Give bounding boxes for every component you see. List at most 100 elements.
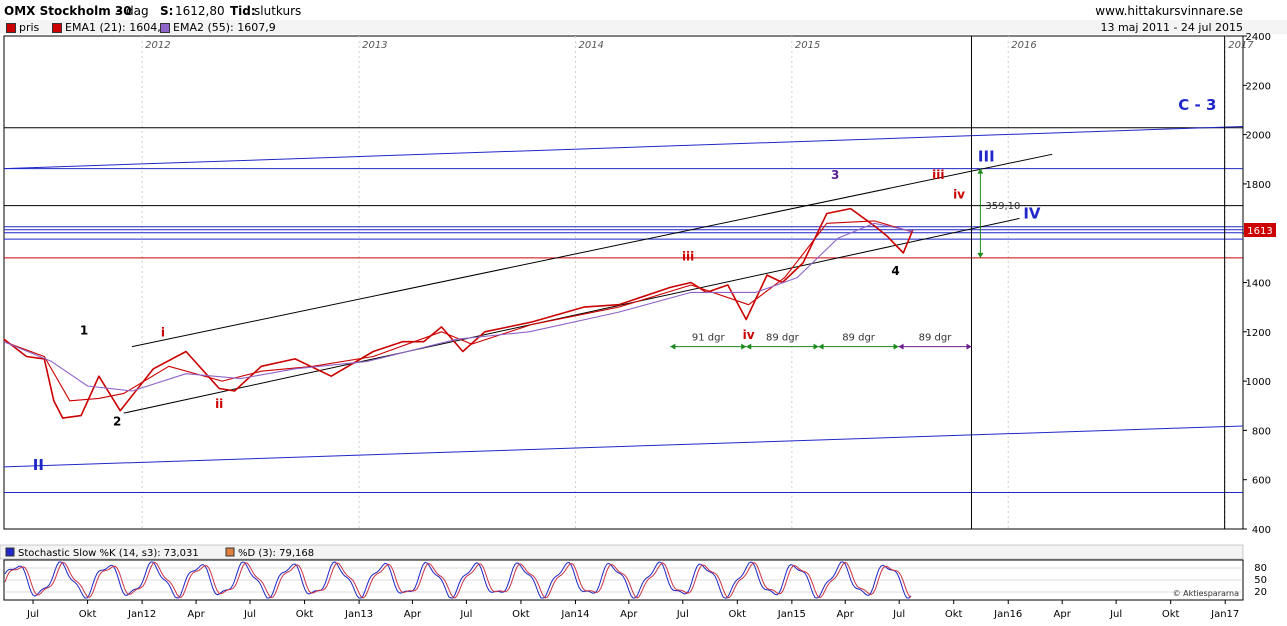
wave-label: i (161, 326, 165, 340)
y-tick-label: 400 (1252, 525, 1271, 536)
wave-label: iii (682, 249, 694, 263)
wave-label: 4 (891, 264, 899, 278)
legend-item-pris: pris (6, 21, 39, 34)
trend-line (131, 153, 1053, 348)
x-tick-label: Jan17 (1210, 609, 1239, 620)
measure-arrow (966, 343, 972, 350)
x-tick-label: Jul (676, 609, 689, 620)
x-tick-label: Jan16 (993, 609, 1022, 620)
x-tick-label: Jul (26, 609, 39, 620)
measure-arrow (898, 343, 904, 350)
last-price-label: 1613 (1247, 226, 1272, 237)
wave-label: III (978, 148, 995, 166)
x-tick-label: Okt (1162, 609, 1180, 620)
y-tick-label: 1800 (1246, 180, 1271, 191)
series-line-ema1 (3, 220, 913, 402)
trend-line (123, 217, 1020, 414)
trend-line (3, 425, 1244, 468)
measure-arrow (977, 252, 984, 258)
wave-label: C - 3 (1178, 96, 1216, 114)
chart-header: OMX Stockholm 30 - dag S: 1612,80 Tid: s… (0, 0, 1287, 20)
year-label: 2013 (362, 40, 387, 51)
wave-label: 3 (831, 168, 839, 182)
x-tick-label: Jan12 (127, 609, 156, 620)
measure-arrow (818, 343, 824, 350)
y-tick-label: 1000 (1246, 377, 1271, 388)
x-tick-label: Okt (729, 609, 747, 620)
measure-arrow (670, 343, 676, 350)
x-tick-label: Jan14 (560, 609, 589, 620)
last-price-marker (1244, 222, 1276, 237)
year-label: 2016 (1011, 40, 1036, 51)
measure-label: 89 dgr (842, 333, 876, 344)
wave-label: 2 (113, 414, 121, 428)
x-tick-label: Okt (79, 609, 97, 620)
y-tick-label: 800 (1252, 426, 1271, 437)
osc-d-label: %D (3): 79,168 (238, 548, 314, 559)
x-tick-label: Okt (945, 609, 963, 620)
wave-label: IV (1023, 204, 1041, 222)
osc-k-line (4, 561, 912, 599)
y-tick-label: 1200 (1246, 328, 1271, 339)
x-tick-label: Jul (459, 609, 472, 620)
x-tick-label: Apr (187, 609, 205, 620)
date-range: 13 maj 2011 - 24 jul 2015 (1100, 21, 1243, 34)
measure-label: 89 dgr (766, 333, 800, 344)
legend-swatch-ema1 (52, 22, 62, 33)
legend-label-pris: pris (19, 21, 40, 34)
legend: pris EMA1 (21): 1604,6 EMA2 (55): 1607,9… (0, 20, 1287, 34)
wave-label: iv (743, 328, 755, 342)
osc-k-swatch (5, 547, 15, 557)
legend-item-ema2: EMA2 (55): 1607,9 (160, 21, 276, 34)
period: dag (126, 4, 149, 18)
site-link[interactable]: www.hittakursvinnare.se (1095, 4, 1243, 18)
x-tick-label: Apr (837, 609, 855, 620)
measure-arrow (977, 168, 984, 174)
wave-label: 1 (80, 323, 88, 337)
x-tick-label: Jan13 (344, 609, 373, 620)
year-label: 2012 (145, 40, 170, 51)
trend-line (3, 125, 1244, 170)
osc-legend-bar (0, 544, 1244, 560)
x-tick-label: Jul (892, 609, 905, 620)
legend-label-ema2: EMA2 (55): 1607,9 (173, 21, 276, 34)
y-tick-label: 2400 (1246, 32, 1271, 43)
wave-label: iii (932, 168, 944, 182)
s-value: 1612,80 (175, 4, 225, 18)
x-tick-label: Jul (243, 609, 256, 620)
y-tick-label: 2000 (1246, 131, 1271, 142)
chart-title: OMX Stockholm 30 (4, 4, 132, 18)
x-tick-label: Jan15 (777, 609, 806, 620)
x-tick-label: Okt (512, 609, 530, 620)
osc-level-label: 80 (1254, 563, 1267, 574)
osc-d-line (4, 561, 912, 599)
y-tick-label: 2200 (1246, 81, 1271, 92)
measure-arrow (813, 343, 819, 350)
s-label: S: (160, 4, 174, 18)
legend-label-ema1: EMA1 (21): 1604,6 (65, 21, 168, 34)
plot-frame (3, 35, 1244, 530)
wave-label: iv (953, 188, 965, 202)
series-line-ema2 (3, 222, 913, 392)
wave-label: ii (215, 397, 223, 411)
measure-arrow (741, 343, 747, 350)
y-tick-label: 1400 (1246, 279, 1271, 290)
x-tick-label: Okt (296, 609, 314, 620)
osc-k-label: Stochastic Slow %K (14, s3): 73,031 (18, 548, 199, 559)
legend-swatch-pris (6, 22, 16, 33)
measure-label: 89 dgr (919, 333, 953, 344)
year-label: 2014 (578, 40, 603, 51)
osc-d-swatch (225, 547, 235, 557)
x-tick-label: Apr (1054, 609, 1072, 620)
legend-item-ema1: EMA1 (21): 1604,6 (52, 21, 168, 34)
measure-label: 91 dgr (692, 333, 726, 344)
x-tick-label: Apr (404, 609, 422, 620)
year-label: 2015 (795, 40, 820, 51)
series-line-pris (3, 207, 914, 419)
year-label: 2017 (1228, 40, 1254, 51)
legend-swatch-ema2 (160, 22, 170, 33)
x-tick-label: Apr (620, 609, 638, 620)
tid-label: Tid: (230, 4, 256, 18)
x-tick-label: Jul (1109, 609, 1122, 620)
